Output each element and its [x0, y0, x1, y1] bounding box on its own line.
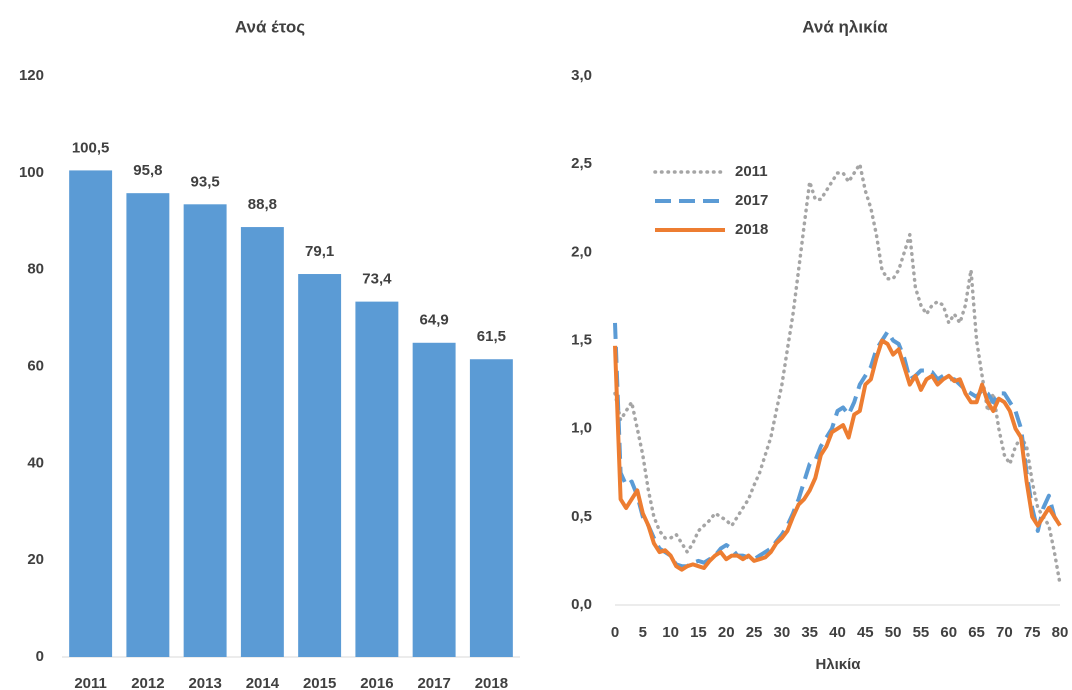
series-line	[613, 322, 1062, 569]
value-label: 61,5	[477, 328, 506, 345]
x-tick-label: 45	[857, 624, 874, 641]
chart-title: Ανά ηλικία	[802, 17, 888, 36]
bar	[469, 359, 513, 657]
x-axis-label: Ηλικία	[815, 656, 861, 673]
x-tick-label: 2011	[74, 675, 107, 690]
value-label: 79,1	[305, 243, 334, 260]
x-tick-label: 10	[662, 624, 679, 641]
bar	[355, 301, 399, 657]
y-tick-label: 0,0	[571, 596, 592, 613]
bar	[69, 170, 113, 657]
value-label: 95,8	[133, 162, 162, 179]
x-tick-label: 60	[940, 624, 957, 641]
series-line	[613, 338, 1062, 572]
bar	[183, 204, 227, 657]
y-tick-label: 2,0	[571, 243, 592, 260]
x-tick-label: 70	[996, 624, 1013, 641]
y-tick-label: 120	[19, 67, 44, 84]
y-tick-label: 3,0	[571, 67, 592, 84]
x-tick-label: 2016	[360, 675, 393, 690]
y-tick-label: 100	[19, 164, 44, 181]
y-tick-label: 60	[27, 357, 44, 374]
x-tick-label: 30	[774, 624, 791, 641]
x-tick-label: 2013	[188, 675, 221, 690]
x-tick-label: 2015	[303, 675, 336, 690]
x-tick-label: 2018	[475, 675, 508, 690]
x-tick-label: 2012	[131, 675, 164, 690]
y-tick-label: 80	[27, 261, 44, 278]
x-tick-label: 75	[1024, 624, 1041, 641]
x-tick-label: 55	[913, 624, 930, 641]
x-tick-label: 50	[885, 624, 902, 641]
x-tick-label: 80	[1052, 624, 1069, 641]
y-tick-label: 1,0	[571, 420, 592, 437]
bar	[298, 274, 342, 657]
value-label: 88,8	[248, 196, 277, 213]
x-tick-label: 2017	[417, 675, 450, 690]
y-tick-label: 2,5	[571, 155, 592, 172]
value-label: 64,9	[420, 312, 449, 329]
x-tick-label: 5	[639, 624, 647, 641]
bar	[240, 227, 284, 657]
x-tick-label: 20	[718, 624, 735, 641]
series-line	[613, 162, 1062, 586]
legend-label: 2017	[735, 192, 768, 209]
x-tick-label: 65	[968, 624, 985, 641]
x-tick-label: 2014	[246, 675, 280, 690]
x-tick-label: 0	[611, 624, 619, 641]
x-tick-label: 40	[829, 624, 846, 641]
bar	[126, 193, 170, 657]
legend-label: 2011	[735, 163, 768, 180]
y-tick-label: 1,5	[571, 331, 592, 348]
chart-title: Ανά έτος	[235, 17, 305, 36]
y-tick-label: 40	[27, 454, 44, 471]
legend-label: 2018	[735, 221, 768, 238]
y-tick-label: 0	[36, 648, 44, 665]
bar	[412, 342, 456, 657]
value-label: 93,5	[191, 173, 220, 190]
value-label: 73,4	[362, 271, 392, 288]
y-tick-label: 20	[27, 551, 44, 568]
x-tick-label: 35	[801, 624, 818, 641]
y-tick-label: 0,5	[571, 508, 592, 525]
x-tick-label: 15	[690, 624, 707, 641]
x-tick-label: 25	[746, 624, 763, 641]
value-label: 100,5	[72, 139, 110, 156]
